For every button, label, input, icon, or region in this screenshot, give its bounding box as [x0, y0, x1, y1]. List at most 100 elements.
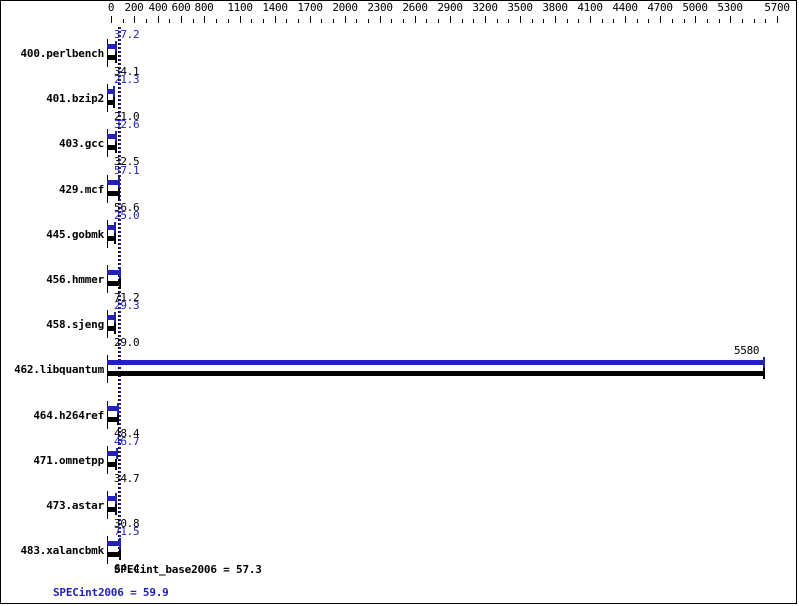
axis-tick-minor [228, 19, 229, 23]
row-origin-marker [107, 129, 108, 158]
base-bar-endcap [115, 142, 117, 154]
peak-bar [107, 270, 120, 275]
axis-tick-major [777, 16, 778, 23]
peak-bar-endcap [114, 312, 116, 324]
benchmark-name-label: 445.gobmk [46, 227, 104, 241]
peak-value-label: 37.2 [114, 28, 140, 41]
peak-bar [107, 315, 115, 321]
axis-tick-label: 4700 [647, 1, 673, 14]
axis-tick-label: 2900 [437, 1, 463, 14]
row-origin-marker [107, 400, 108, 429]
peak-bar [107, 405, 117, 411]
axis-tick-minor [438, 19, 439, 23]
base-bar-endcap [119, 278, 121, 289]
axis-tick-minor [462, 19, 463, 23]
base-bar-endcap [763, 368, 765, 380]
axis-tick-minor [648, 19, 649, 23]
axis-tick-major [111, 16, 112, 23]
base-bar-endcap [117, 413, 119, 425]
peak-bar-endcap [117, 402, 119, 414]
peak-bar-endcap [114, 221, 116, 233]
base-bar [107, 55, 115, 60]
axis-tick-major [134, 16, 135, 23]
axis-tick-major [485, 16, 486, 23]
base-bar [107, 326, 115, 332]
peak-value-label: 25.0 [114, 208, 140, 222]
axis-tick-major [204, 16, 205, 23]
axis-tick-minor [391, 19, 392, 23]
base-value-label: 48.4 [114, 426, 140, 440]
base-value-label: 71.2 [114, 291, 140, 304]
peak-value-label: 32.6 [114, 118, 140, 132]
benchmark-name-label: 471.omnetpp [33, 453, 104, 467]
base-bar [107, 416, 117, 422]
axis-tick-major [345, 16, 346, 23]
axis-tick-label: 2000 [332, 1, 358, 14]
peak-bar-endcap [119, 538, 121, 550]
row-origin-marker [107, 536, 108, 565]
axis-tick-major [310, 16, 311, 23]
benchmark-name-label: 464.h264ref [33, 408, 104, 422]
axis-tick-minor [169, 19, 170, 23]
axis-tick-major [625, 16, 626, 23]
axis-tick-minor [426, 19, 427, 23]
base-bar [107, 552, 119, 558]
base-mean-label: SPECint_base2006 = 57.3 [114, 563, 262, 576]
base-bar-endcap [114, 232, 116, 244]
axis-tick-label: 3200 [472, 1, 498, 14]
axis-tick-minor [193, 19, 194, 23]
peak-bar-endcap [116, 447, 118, 459]
benchmark-name-label: 429.mcf [59, 182, 104, 196]
peak-bar-endcap [115, 493, 117, 504]
axis-tick-minor [403, 19, 404, 23]
base-bar [107, 145, 115, 151]
axis-tick-label: 600 [171, 1, 191, 14]
base-bar-endcap [118, 187, 120, 199]
benchmark-name-label: 401.bzip2 [46, 92, 104, 106]
axis-tick-minor [123, 19, 124, 23]
peak-bar [107, 44, 116, 49]
base-bar [107, 507, 115, 512]
axis-tick-minor [754, 19, 755, 23]
base-bar [107, 371, 763, 377]
peak-bar [107, 541, 120, 547]
base-value-label: 56.6 [114, 200, 140, 214]
benchmark-name-label: 403.gcc [59, 137, 104, 151]
peak-bar [107, 224, 114, 230]
axis-tick-minor [567, 19, 568, 23]
base-bar [107, 235, 114, 241]
row-origin-marker [107, 265, 108, 293]
base-bar-endcap [115, 458, 117, 470]
axis-tick-label: 5700 [764, 1, 790, 14]
peak-bar-endcap [115, 131, 117, 143]
benchmark-name-label: 473.astar [46, 499, 104, 512]
x-axis: 0 200 400 600 800 1100 1400 1700 2000 2300 2600 290… [1, 1, 798, 27]
base-bar [107, 100, 114, 106]
axis-tick-label: 2300 [367, 1, 393, 14]
plot-area: 400.perlbench 37.2 34.1 401.bzip2 21.3 21.0 40… [1, 27, 798, 574]
axis-tick-label: 1700 [297, 1, 323, 14]
axis-tick-major [380, 16, 381, 23]
axis-tick-minor [532, 19, 533, 23]
peak-bar [107, 450, 117, 456]
peak-bar [107, 179, 118, 185]
peak-bar [107, 360, 763, 366]
benchmark-name-label: 462.libquantum [14, 363, 104, 377]
peak-mean-label: SPECint2006 = 59.9 [53, 586, 169, 599]
base-bar-endcap [115, 504, 117, 515]
axis-tick-major [660, 16, 661, 23]
benchmark-name-label: 458.sjeng [46, 318, 104, 332]
peak-value-label: 46.7 [114, 434, 140, 448]
base-bar [107, 461, 116, 467]
peak-bar-endcap [113, 86, 115, 98]
axis-tick-minor [707, 19, 708, 23]
base-value-label: 29.0 [114, 336, 140, 350]
peak-mean-line [119, 27, 121, 557]
axis-tick-minor [321, 19, 322, 23]
base-value-label: 30.8 [114, 517, 140, 530]
axis-tick-major [240, 16, 241, 23]
axis-tick-minor [684, 19, 685, 23]
row-origin-marker [107, 84, 108, 113]
axis-tick-minor [672, 19, 673, 23]
axis-tick-minor [765, 19, 766, 23]
